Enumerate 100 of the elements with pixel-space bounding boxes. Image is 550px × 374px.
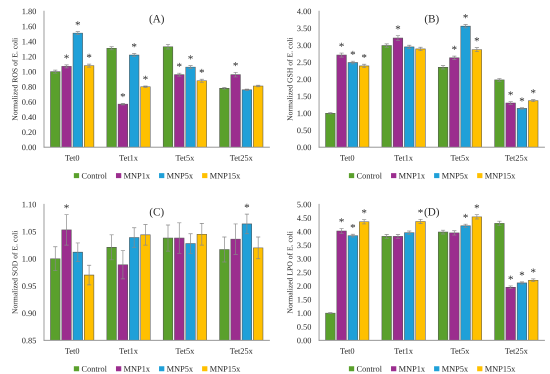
y-tick-label: 4.50 (296, 215, 312, 221)
data-label: * (474, 37, 480, 42)
y-tick-label: 0.80 (22, 84, 36, 90)
data-label: * (530, 89, 536, 94)
data-label: * (86, 54, 92, 58)
x-tick-label: Tet25x (504, 348, 528, 354)
legend-label: MNP5x (166, 173, 193, 179)
legend-label: MNP5x (442, 173, 468, 179)
y-tick-label: 0.50 (297, 128, 312, 134)
y-tick-label: 1.05 (22, 228, 36, 235)
legend-label: MNP5x (166, 366, 193, 372)
y-tick-label: 0.85 (22, 338, 36, 344)
y-tick-label: 1.00 (298, 310, 312, 316)
chart-title: (A) (150, 14, 164, 25)
y-tick-label: 2.50 (297, 60, 312, 66)
chart-title: (C) (150, 208, 164, 218)
x-tick-label: Tet1x (394, 348, 413, 354)
x-tick-label: Tet0 (64, 155, 80, 161)
x-tick-label: Tet0 (340, 348, 354, 354)
data-label: * (508, 91, 513, 96)
legend-label: MNP1x (398, 366, 425, 372)
data-label: * (200, 68, 204, 73)
y-tick-label: 4.00 (296, 8, 312, 14)
y-tick-label: 0.20 (22, 129, 36, 136)
data-label: * (244, 204, 250, 208)
y-tick-label: 3.50 (297, 26, 312, 32)
y-tick-label: 0.00 (22, 144, 36, 150)
y-tick-label: 3.00 (297, 42, 312, 48)
y-tick-label: 0.40 (22, 114, 36, 120)
y-tick-label: 1.00 (22, 69, 36, 75)
x-tick-label: Tet5x (450, 348, 470, 354)
x-tick-label: Tet5x (450, 155, 470, 161)
y-tick-label: 5.00 (297, 202, 312, 208)
y-tick-label: 1.50 (298, 296, 312, 303)
x-tick-label: Tet25x (230, 348, 253, 354)
data-label: * (177, 62, 182, 67)
data-label: * (362, 209, 366, 214)
data-label: * (132, 43, 136, 48)
data-label: * (350, 50, 356, 55)
data-label: * (188, 55, 193, 60)
data-label: * (339, 42, 344, 47)
y-tick-label: 2.50 (297, 270, 312, 276)
data-label: * (520, 272, 524, 276)
legend-label: MNP1x (124, 366, 150, 372)
data-label: * (64, 54, 69, 59)
y-tick-label: 1.50 (298, 94, 312, 100)
x-tick-label: Tet25x (230, 155, 253, 161)
data-label: * (76, 21, 80, 26)
y-tick-label: 1.00 (298, 110, 312, 116)
x-tick-label: Tet5x (176, 348, 194, 354)
data-label: * (508, 276, 513, 280)
y-tick-label: 0.90 (22, 310, 36, 316)
legend-label: Control (356, 366, 382, 372)
data-label: * (463, 214, 468, 218)
data-label: * (362, 54, 366, 58)
data-label: * (463, 14, 468, 18)
chart-title: (D) (424, 208, 439, 218)
chart-title: (B) (424, 14, 439, 25)
y-tick-label: 1.60 (22, 24, 36, 30)
y-tick-label: 0.00 (297, 338, 312, 344)
y-tick-label: 1.20 (22, 54, 36, 60)
y-tick-label: 3.00 (297, 256, 312, 262)
data-label: * (350, 224, 356, 228)
x-tick-label: Tet0 (340, 155, 354, 161)
legend-label: Control (82, 172, 107, 179)
data-label: * (418, 208, 423, 214)
data-label: * (233, 62, 238, 66)
legend-label: MNP15x (485, 366, 516, 372)
legend-label: Control (356, 172, 382, 179)
legend-label: MNP15x (210, 366, 240, 372)
y-tick-label: 3.50 (297, 242, 312, 248)
x-tick-label: Tet5x (176, 155, 194, 161)
data-label: * (474, 204, 480, 208)
y-tick-label: 1.10 (22, 202, 36, 208)
y-tick-label: 0.00 (297, 144, 312, 150)
y-tick-label: 2.00 (297, 76, 312, 82)
legend-label: MNP1x (398, 172, 425, 178)
x-tick-label: Tet25x (504, 155, 528, 161)
data-label: * (339, 218, 344, 222)
data-label: * (452, 46, 457, 50)
data-label: * (143, 76, 148, 80)
y-tick-label: 1.40 (22, 38, 36, 44)
data-label: * (520, 97, 524, 102)
x-tick-label: Tet1x (119, 155, 138, 161)
data-label: * (120, 93, 126, 98)
legend-label: MNP15x (485, 172, 516, 179)
y-tick-label: 1.80 (22, 8, 36, 14)
y-tick-label: 4.00 (296, 228, 312, 235)
y-tick-label: 0.95 (22, 283, 36, 289)
x-tick-label: Tet1x (394, 155, 413, 161)
y-tick-label: 2.00 (297, 283, 312, 289)
y-tick-label: 0.50 (297, 324, 312, 330)
legend-label: Control (82, 366, 107, 372)
legend-label: MNP5x (442, 366, 468, 372)
y-tick-label: 0.60 (22, 99, 36, 105)
data-label: * (396, 25, 400, 30)
x-tick-label: Tet1x (119, 348, 138, 354)
legend-label: MNP1x (124, 172, 150, 178)
data-label: * (530, 268, 536, 273)
y-tick-label: 1.00 (22, 256, 36, 262)
